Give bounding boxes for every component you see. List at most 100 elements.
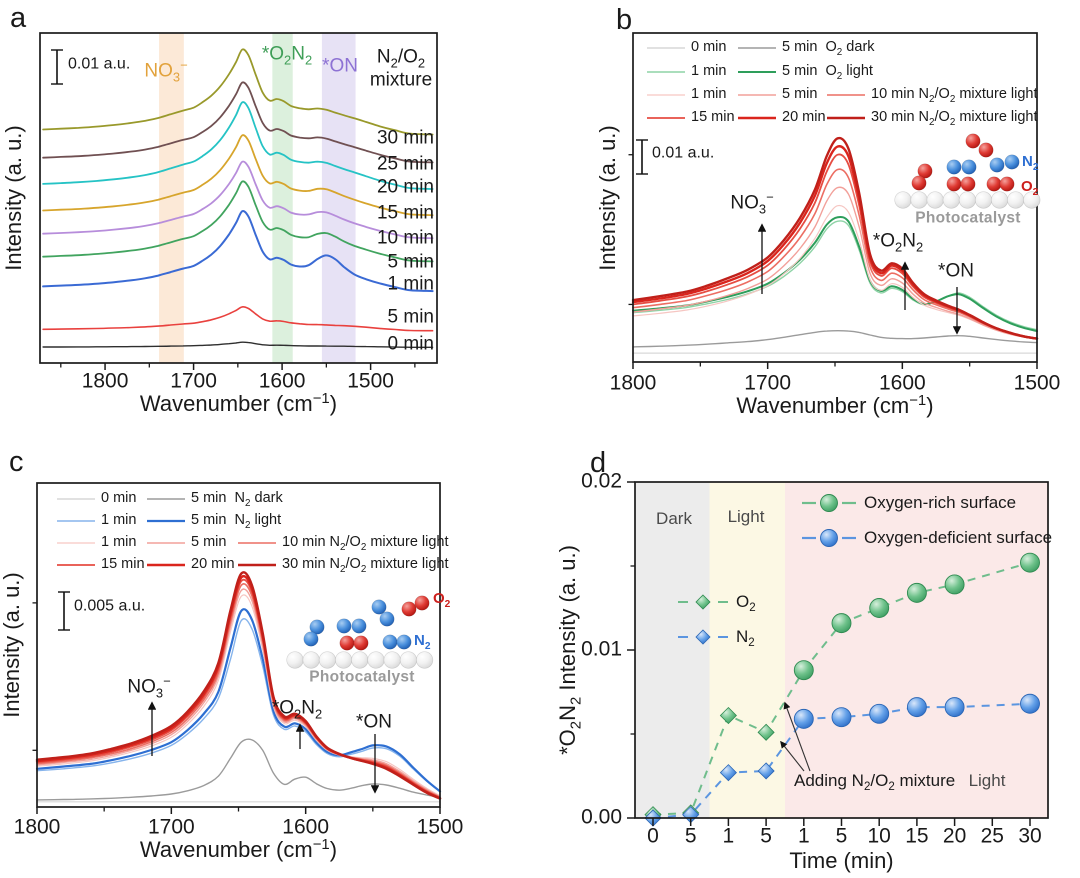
photocatalyst-atom [942,191,960,209]
photocatalyst-atom [383,651,401,669]
nitrogen-atom [379,611,395,627]
spectrum-curve [36,618,441,792]
nitrogen-atom [382,634,398,650]
panel-d: d Dark Light 0 5 1 5 1 5 10 15 20 25 30 0.00 0.01 0.02 T… [540,440,1080,878]
nitrogen-atom [946,159,962,175]
data-point-circle [906,582,927,603]
series-line [652,702,1031,819]
photocatalyst-atom [335,651,353,669]
data-point-circle [869,598,890,618]
legend-marker-diamond [695,594,711,610]
spectra-curves [42,48,434,349]
oxygen-atom [414,595,430,611]
photocatalyst-atom [351,651,369,669]
spectrum-curve [42,160,434,240]
photocatalyst-atom [302,651,320,669]
oxygen-atom [978,142,994,158]
photocatalyst-atom [1007,191,1025,209]
data-point-diamond [719,706,737,725]
nitrogen-atom [336,618,352,634]
spectrum-curve [632,215,1038,333]
data-point-circle [944,697,965,718]
panel-letter-d: d [590,447,607,479]
legend-marker [820,494,838,512]
panel-letter-b: b [616,4,633,36]
spectrum-curve [42,48,434,136]
oxygen-atom [917,163,933,179]
spectrum-curve [42,341,434,349]
oxygen-atom [999,176,1015,192]
nitrogen-atom [371,599,387,615]
photocatalyst-atom [416,651,434,669]
data-point-diamond [719,764,737,782]
photocatalyst-atom [958,191,977,209]
photocatalyst-atom [1023,191,1041,209]
annotation-arrow [783,701,811,772]
nitrogen-atom [989,157,1005,173]
data-point-circle [831,707,852,728]
photocatalyst-atom [974,191,993,209]
nitrogen-atom [351,618,367,634]
spectrum-curve [632,220,1038,331]
spectrum-curve [42,306,434,332]
spectrum-curve [632,186,1038,340]
oxygen-atom [986,176,1002,192]
panel-d-canvas [627,481,1049,827]
photocatalyst-atom [894,191,912,209]
panel-a: a NO3− *O2N2 *ON 0 min 5 min 1 min 5 min 10 min… [0,0,540,440]
nitrogen-atom [1004,154,1020,170]
photocatalyst-atom [910,191,928,209]
spectra-curves [35,571,442,803]
oxygen-atom [965,133,981,149]
data-point-diamond [757,723,775,741]
nitrogen-atom [961,159,977,175]
oxygen-atom [339,635,355,651]
panel-b: b 1800 1700 1600 1500 Wavenumber (cm−1) Inten… [540,0,1080,440]
nitrogen-atom [309,619,325,635]
panel-letter-c: c [9,446,24,478]
panel-b-canvas [628,32,1041,369]
data-point-circle [1020,693,1040,714]
panel-c-canvas [32,482,442,814]
phase-region [709,482,785,818]
legend-marker-diamond [695,629,711,645]
spectrum-curve [42,180,434,263]
spectrum-curve [35,571,442,800]
oxygen-atom [911,175,927,191]
data-point-circle [793,660,814,681]
photocatalyst-atom [991,191,1009,209]
series-line [652,561,1031,816]
spectrum-curve [36,738,441,801]
oxygen-atom [946,176,962,192]
oxygen-atom [960,176,976,192]
photocatalyst-atom [926,191,944,209]
panel-letter-a: a [10,2,27,34]
data-point-diamond [757,762,775,780]
plot-border [39,32,438,364]
phase-region [635,482,710,818]
photocatalyst-atom [286,651,304,669]
annotation-arrow [780,740,805,772]
spectrum-curve [631,136,1039,340]
spectrum-curve [632,153,1038,340]
oxygen-atom [401,601,417,617]
spectrum-curve [42,209,434,293]
legend-marker [820,529,838,547]
spectrum-curve [42,134,434,217]
spectrum-curve [36,594,441,797]
photocatalyst-atom [367,651,385,669]
highlight-band [272,33,293,363]
spectrum-curve [631,145,1039,340]
spectra-curves [631,136,1039,354]
spectrum-curve [632,330,1038,348]
spectrum-curve [42,101,434,190]
data-point-circle [869,703,890,724]
photocatalyst-atom [318,651,337,669]
data-point-circle [944,574,965,595]
spectrum-curve [42,81,434,164]
data-point-circle [1020,552,1040,573]
photocatalyst-atom [399,651,418,669]
data-point-circle [831,613,852,634]
nitrogen-atom [303,631,319,647]
